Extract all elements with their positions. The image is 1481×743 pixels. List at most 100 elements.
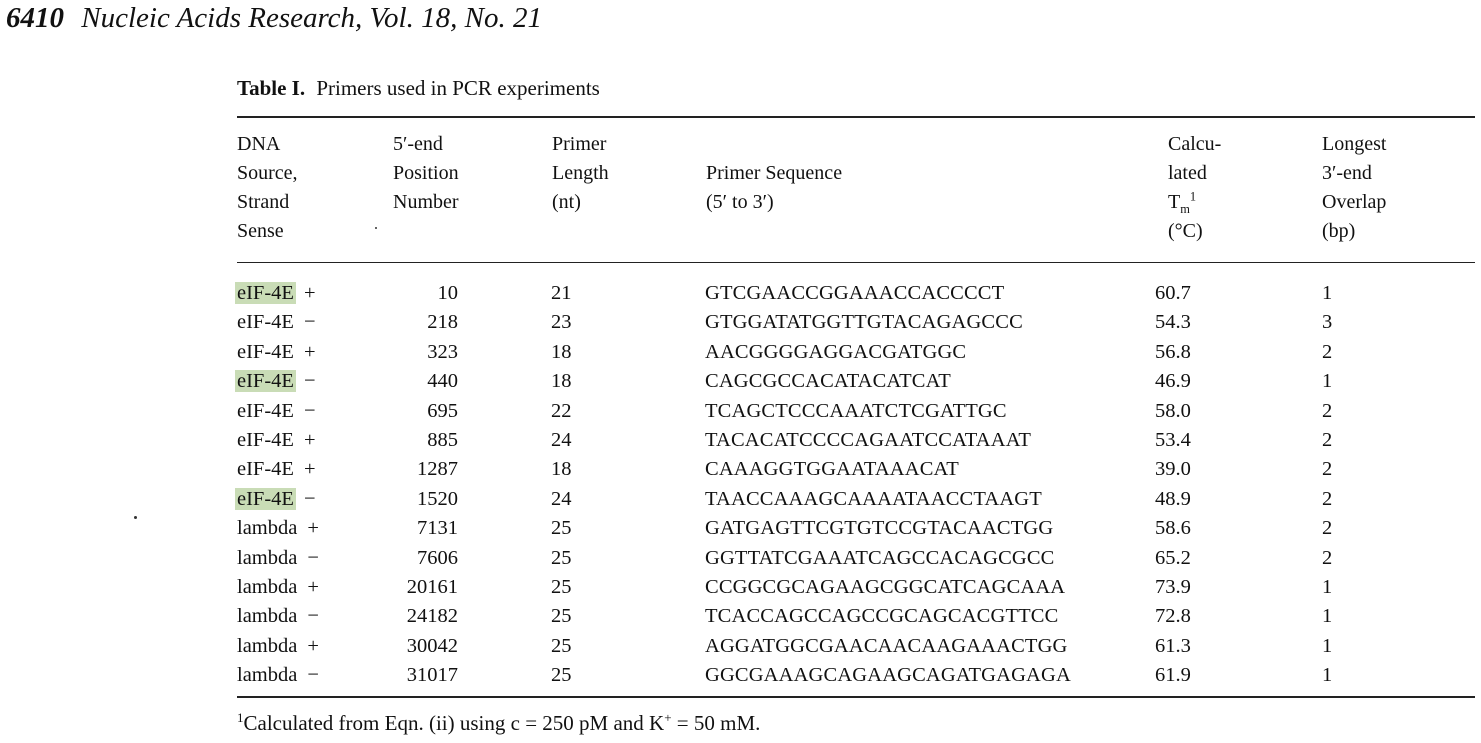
table-row: eIF-4E − 695 22 TCAGCTCCCAAATCTCGATTGC 58.0 2: [0, 397, 1481, 426]
cell-length: 18: [551, 340, 572, 363]
header-position: 5′-end Position Number: [393, 133, 459, 213]
table-row: eIF-4E − 218 23 GTGGATATGGTTGTACAGAGCCC 54.3 3: [0, 308, 1481, 337]
cell-overlap: 3: [1322, 311, 1333, 334]
table-row: lambda + 30042 25 AGGATGGCGAACAACAAGAAACTGG 6…: [0, 632, 1481, 661]
cell-dna-source: lambda +: [235, 632, 319, 661]
strand-sense: +: [307, 575, 319, 598]
cell-length: 18: [551, 458, 572, 481]
source-name: lambda: [237, 517, 298, 540]
cell-dna-source: lambda −: [235, 602, 319, 631]
cell-overlap: 2: [1322, 487, 1333, 510]
cell-position: 30042: [406, 634, 458, 657]
table-body: eIF-4E +10 21 GTCGAACCGGAAACCACCCCT 60.7 1 eIF…: [0, 279, 1481, 690]
header-primer-sequence: Primer Sequence (5′ to 3′): [706, 162, 843, 213]
cell-overlap: 1: [1322, 282, 1333, 304]
table-row: eIF-4E − 1520 24 TAACCAAAGCAAAATAACCTAAGT 48.…: [0, 485, 1481, 514]
cell-length: 25: [551, 575, 572, 598]
source-name: lambda: [237, 664, 298, 687]
strand-sense: −: [303, 399, 316, 422]
print-speck: [375, 227, 377, 229]
source-name: eIF-4E: [237, 428, 294, 451]
cell-position: 440: [427, 370, 458, 393]
source-name: eIF-4E: [237, 458, 294, 481]
page-number: 6410: [6, 2, 64, 34]
table-row: lambda − 31017 25 GGCGAAAGCAGAAGCAGATGAGAGA 6…: [0, 661, 1481, 690]
strand-sense: −: [307, 546, 319, 569]
cell-length: 23: [551, 311, 572, 334]
cell-sequence: CCGGCGCAGAAGCGGCATCAGCAAA: [705, 575, 1066, 598]
strand-sense: −: [303, 311, 316, 334]
cell-sequence: TCAGCTCCCAAATCTCGATTGC: [705, 399, 1007, 422]
strand-sense: −: [303, 370, 316, 393]
cell-position: 7606: [417, 546, 458, 569]
table-row: eIF-4E +10 21 GTCGAACCGGAAACCACCCCT 60.7 1: [0, 279, 1481, 308]
source-name: eIF-4E: [237, 311, 294, 334]
cell-length: 25: [551, 634, 572, 657]
cell-tm: 39.0: [1155, 458, 1191, 481]
cell-overlap: 1: [1322, 575, 1333, 598]
strand-sense: +: [307, 634, 319, 657]
cell-tm: 61.3: [1155, 634, 1191, 657]
cell-dna-source: eIF-4E +: [235, 338, 316, 367]
cell-tm: 58.6: [1155, 517, 1191, 540]
cell-tm: 61.9: [1155, 664, 1191, 687]
cell-position: 7131: [417, 517, 458, 540]
cell-position: 695: [427, 399, 458, 422]
table-row: lambda +7131 25 GATGAGTTCGTGTCCGTACAACTGG 58…: [0, 514, 1481, 543]
cell-dna-source: eIF-4E −: [235, 367, 316, 396]
table-top-rule: [237, 116, 1475, 118]
cell-length: 24: [551, 487, 572, 510]
cell-tm: 65.2: [1155, 546, 1191, 569]
cell-position: 1287: [417, 458, 458, 481]
cell-length: 25: [551, 664, 572, 687]
source-name: lambda: [237, 546, 298, 569]
table-header-rule: [237, 262, 1475, 263]
cell-length: 25: [551, 546, 572, 569]
cell-position: 10: [437, 282, 459, 304]
table-bottom-rule: [237, 696, 1475, 698]
cell-sequence: AGGATGGCGAACAACAAGAAACTGG: [705, 634, 1068, 657]
cell-tm: 58.0: [1155, 399, 1191, 422]
source-name: eIF-4E: [235, 487, 296, 510]
cell-tm: 46.9: [1155, 370, 1191, 393]
cell-sequence: GGCGAAAGCAGAAGCAGATGAGAGA: [705, 664, 1071, 687]
cell-sequence: GATGAGTTCGTGTCCGTACAACTGG: [705, 517, 1054, 540]
cell-dna-source: lambda +: [235, 573, 319, 602]
source-name: eIF-4E: [235, 370, 296, 393]
cell-sequence: CAGCGCCACATACATCAT: [705, 370, 951, 393]
cell-overlap: 1: [1322, 370, 1333, 393]
cell-sequence: TAACCAAAGCAAAATAACCTAAGT: [705, 487, 1042, 510]
cell-position: 20161: [406, 575, 458, 598]
cell-position: 24182: [406, 605, 458, 628]
cell-tm: 54.3: [1155, 311, 1191, 334]
cell-overlap: 2: [1322, 458, 1333, 481]
cell-length: 21: [551, 282, 572, 304]
cell-overlap: 1: [1322, 605, 1333, 628]
cell-overlap: 1: [1322, 634, 1333, 657]
cell-dna-source: eIF-4E +: [235, 455, 316, 484]
cell-length: 18: [551, 370, 572, 393]
cell-position: 323: [427, 340, 458, 363]
cell-overlap: 2: [1322, 340, 1333, 363]
cell-tm: 56.8: [1155, 340, 1191, 363]
cell-sequence: GGTTATCGAAATCAGCCACAGCGCC: [705, 546, 1055, 569]
strand-sense: −: [307, 605, 319, 628]
source-name: lambda: [237, 575, 298, 598]
strand-sense: +: [303, 340, 316, 363]
cell-dna-source: lambda +: [235, 514, 319, 543]
print-speck: [134, 516, 137, 519]
header-primer-length: Primer Length (nt): [552, 133, 609, 213]
strand-sense: −: [307, 664, 319, 687]
cell-length: 22: [551, 399, 572, 422]
table-row: lambda − 7606 25 GGTTATCGAAATCAGCCACAGCGCC 65…: [0, 544, 1481, 573]
cell-overlap: 2: [1322, 517, 1333, 540]
cell-dna-source: lambda −: [235, 544, 319, 573]
cell-dna-source: eIF-4E −: [235, 308, 316, 337]
cell-dna-source: lambda −: [235, 661, 319, 690]
cell-overlap: 1: [1322, 664, 1333, 687]
source-name: eIF-4E: [237, 399, 294, 422]
cell-dna-source: eIF-4E +: [235, 279, 316, 308]
table-row: eIF-4E +1287 18 CAAAGGTGGAATAAACAT 39.0 2: [0, 455, 1481, 484]
cell-length: 25: [551, 605, 572, 628]
cell-overlap: 2: [1322, 428, 1333, 451]
